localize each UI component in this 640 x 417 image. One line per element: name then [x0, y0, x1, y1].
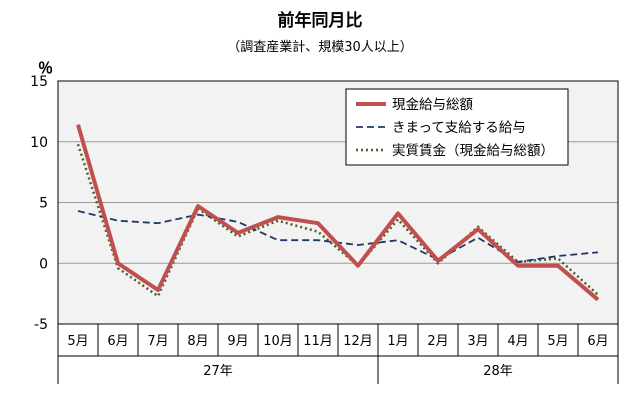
y-tick-label: 0: [39, 256, 48, 272]
x-tick-label: 2月: [427, 334, 448, 349]
legend-label: 現金給与総額: [392, 97, 473, 113]
y-tick-label: 15: [30, 74, 48, 90]
x-tick-label: 9月: [227, 334, 248, 349]
x-tick-label: 4月: [507, 334, 528, 349]
x-tick-label: 10月: [263, 334, 293, 349]
x-tick-label: 6月: [587, 334, 608, 349]
series-line-0: [76, 124, 600, 302]
y-tick-label: 10: [30, 135, 48, 151]
x-group-label: 28年: [483, 364, 513, 379]
x-tick-label: 1月: [387, 334, 408, 349]
chart-title: 前年同月比: [278, 10, 363, 31]
x-tick-label: 7月: [147, 334, 168, 349]
x-tick-label: 3月: [467, 334, 488, 349]
x-tick-label: 5月: [67, 334, 88, 349]
x-tick-label: 6月: [107, 334, 128, 349]
x-tick-label: 5月: [547, 334, 568, 349]
legend-label: きまって支給する給与: [392, 120, 526, 136]
chart-subtitle: （調査産業計、規模30人以上）: [227, 39, 413, 55]
x-axis: 5月 6月 7月 8月 9月 10月 11月 12月 1月 2月 3月 4月 5月 6月 27年 28年: [57, 324, 619, 384]
x-group-label: 27年: [203, 364, 233, 379]
y-axis-ticks: -5 0 5 10 15: [30, 74, 48, 333]
series-lines: [76, 124, 600, 302]
x-tick-label: 8月: [187, 334, 208, 349]
series-line-2: [76, 143, 599, 298]
y-tick-label: -5: [34, 317, 48, 333]
y-axis-unit: ％: [38, 59, 53, 77]
x-tick-label: 12月: [343, 334, 373, 349]
y-tick-label: 5: [39, 196, 48, 212]
x-tick-label: 11月: [303, 334, 333, 349]
legend-label: 実質賃金（現金給与総額）: [392, 143, 554, 159]
